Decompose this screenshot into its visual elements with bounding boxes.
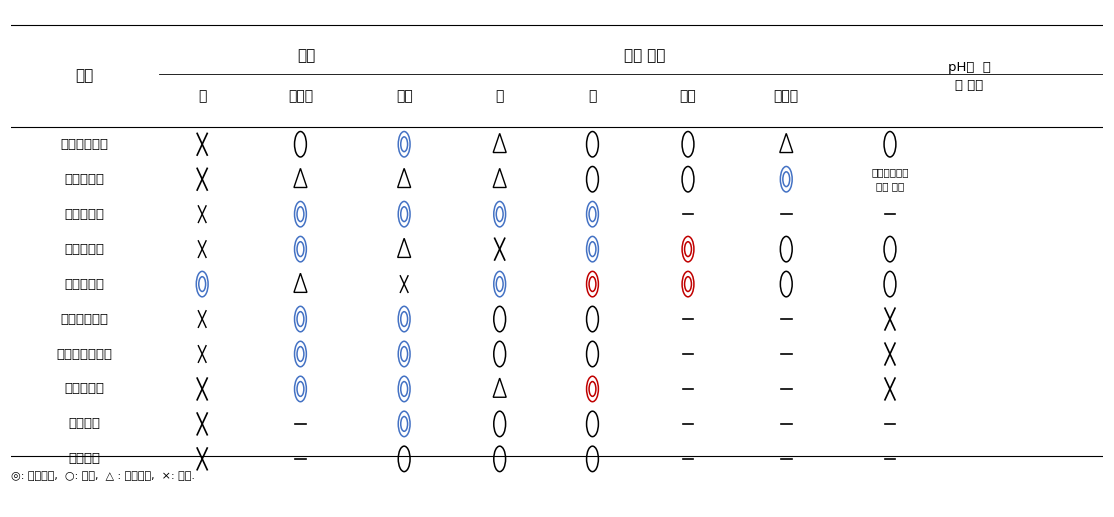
Text: 물: 물 bbox=[198, 89, 206, 103]
Text: 유지: 유지 bbox=[395, 89, 412, 103]
Text: 알코올: 알코올 bbox=[287, 89, 313, 103]
Text: 치자황색소: 치자황색소 bbox=[65, 242, 105, 255]
Text: 파프리카색소: 파프리카색소 bbox=[61, 138, 109, 151]
Text: 빛: 빛 bbox=[496, 89, 504, 103]
Text: 열: 열 bbox=[588, 89, 597, 103]
Text: 안나토색소: 안나토색소 bbox=[65, 173, 105, 186]
Text: 시판 여부: 시판 여부 bbox=[624, 48, 665, 64]
Text: 토마토색소: 토마토색소 bbox=[65, 208, 105, 221]
Text: 알팔파추출색소: 알팔파추출색소 bbox=[57, 347, 113, 360]
Text: 마리골드색소: 마리골드색소 bbox=[61, 313, 109, 326]
Text: 사프란색소: 사프란색소 bbox=[65, 278, 105, 291]
Text: ◎: 매우좋음,  ○: 보통,  △ : 조금나쁐,  ×: 나쁐.: ◎: 매우좋음, ○: 보통, △ : 조금나쁐, ×: 나쁐. bbox=[11, 472, 195, 481]
Text: 염착성: 염착성 bbox=[774, 89, 799, 103]
Text: 색소: 색소 bbox=[76, 69, 94, 84]
Text: 크릴색소: 크릴색소 bbox=[69, 452, 101, 465]
Text: 색깔: 색깔 bbox=[296, 48, 315, 64]
Text: 가재색소: 가재색소 bbox=[69, 417, 101, 431]
Text: 파피아색소: 파피아색소 bbox=[65, 383, 105, 396]
Text: 금속: 금속 bbox=[680, 89, 696, 103]
Text: pH에  의
한 변색: pH에 의 한 변색 bbox=[948, 60, 990, 92]
Text: 알칼리성에서
물에 용해: 알칼리성에서 물에 용해 bbox=[871, 168, 909, 191]
